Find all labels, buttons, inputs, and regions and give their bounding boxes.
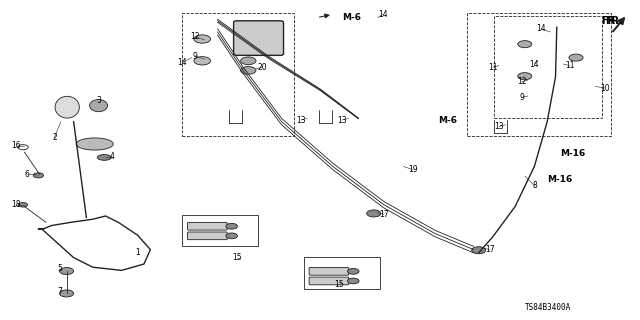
Text: 11: 11 [565, 61, 574, 70]
Text: 9: 9 [519, 93, 524, 102]
Bar [182, 215, 258, 246]
Text: M-6: M-6 [438, 116, 458, 124]
FancyBboxPatch shape [188, 222, 227, 230]
Text: M-16: M-16 [560, 149, 585, 158]
Text: 11: 11 [488, 63, 497, 72]
Text: 4: 4 [109, 152, 115, 161]
Text: 18: 18 [12, 200, 20, 209]
Text: 10: 10 [600, 84, 610, 92]
Text: 2: 2 [52, 133, 57, 142]
Circle shape [60, 290, 74, 297]
Text: 12: 12 [191, 32, 200, 41]
Text: 14: 14 [529, 60, 540, 68]
FancyBboxPatch shape [188, 232, 227, 240]
Bar [304, 257, 380, 289]
Circle shape [367, 210, 381, 217]
Circle shape [194, 35, 211, 43]
Bar [494, 16, 602, 118]
Ellipse shape [97, 155, 111, 160]
Ellipse shape [76, 138, 113, 150]
Ellipse shape [55, 96, 79, 118]
Text: 8: 8 [532, 181, 537, 190]
Circle shape [241, 57, 256, 65]
Text: FR.: FR. [602, 16, 620, 26]
Text: 19: 19 [408, 165, 418, 174]
Circle shape [569, 54, 583, 61]
Circle shape [60, 268, 74, 275]
Circle shape [241, 67, 256, 74]
Text: 14: 14 [177, 58, 188, 67]
Bar [182, 13, 294, 136]
Text: 13: 13 [296, 116, 306, 124]
FancyBboxPatch shape [309, 268, 349, 275]
Circle shape [194, 57, 211, 65]
Text: TS84B3400A: TS84B3400A [525, 303, 571, 312]
Circle shape [348, 278, 359, 284]
Text: 20: 20 [257, 63, 268, 72]
Ellipse shape [90, 100, 108, 112]
Text: M-16: M-16 [547, 175, 572, 184]
Text: 7: 7 [57, 287, 62, 296]
Text: 9: 9 [193, 52, 198, 60]
Text: 15: 15 [232, 253, 242, 262]
Text: 17: 17 [379, 210, 389, 219]
Circle shape [33, 173, 44, 178]
Text: 3: 3 [97, 96, 102, 105]
Circle shape [226, 233, 237, 239]
Circle shape [348, 268, 359, 274]
Text: 6: 6 [24, 170, 29, 179]
Circle shape [518, 41, 532, 48]
Text: 15: 15 [334, 280, 344, 289]
Text: 1: 1 [135, 248, 140, 257]
Text: 14: 14 [536, 24, 546, 33]
Text: 16: 16 [11, 141, 21, 150]
Text: 13: 13 [337, 116, 348, 124]
Bar [467, 13, 611, 136]
Text: 17: 17 [484, 245, 495, 254]
FancyBboxPatch shape [234, 21, 284, 55]
FancyBboxPatch shape [309, 277, 349, 285]
Circle shape [19, 203, 28, 207]
Text: 5: 5 [57, 264, 62, 273]
Circle shape [226, 223, 237, 229]
Text: FR.: FR. [605, 16, 623, 26]
Text: 13: 13 [494, 122, 504, 131]
Circle shape [518, 73, 532, 80]
Text: 14: 14 [378, 10, 388, 19]
Text: M-6: M-6 [342, 13, 362, 22]
Text: 12: 12 [517, 77, 526, 86]
Circle shape [472, 247, 486, 254]
